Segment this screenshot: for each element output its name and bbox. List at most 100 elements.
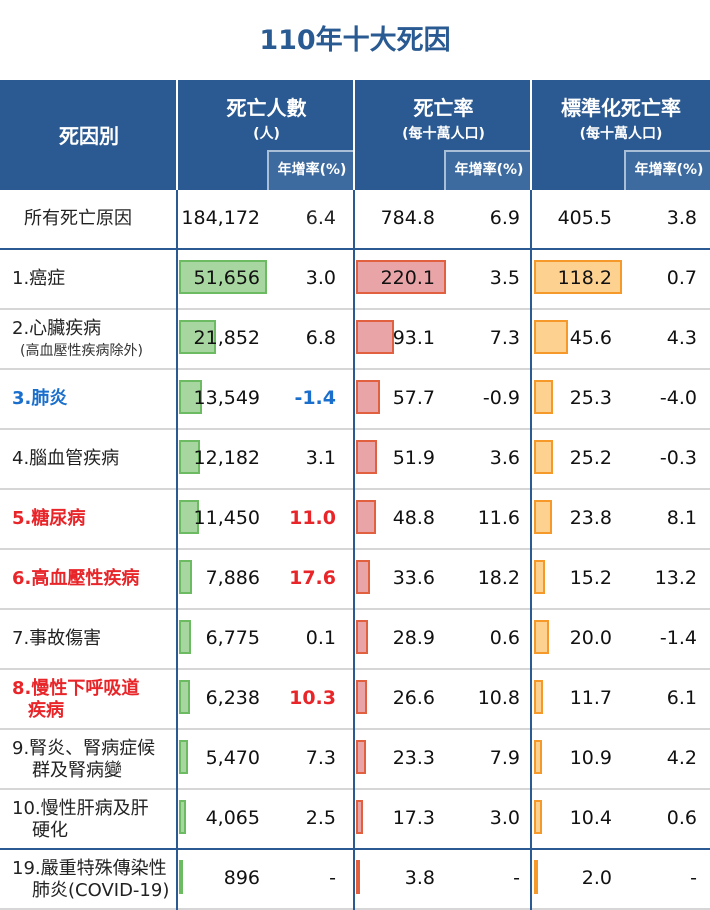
std-rate-bar — [534, 260, 622, 294]
std-rate-bar — [534, 800, 542, 834]
deaths-value: 896 — [223, 867, 260, 889]
column-divider — [176, 190, 178, 910]
rate-g-value: - — [513, 867, 520, 889]
std-value: 25.2 — [569, 447, 612, 469]
cause-label-line: 5.糖尿病 — [12, 508, 86, 529]
rate-value: 33.6 — [392, 567, 435, 589]
cause-label-line: 6.高血壓性疾病 — [12, 568, 140, 589]
header-cause: 死因別 — [0, 80, 178, 190]
std-value: 10.9 — [569, 747, 612, 769]
rate-bar — [356, 800, 364, 834]
deaths-g-value: 11.0 — [289, 507, 336, 529]
std-g-value: 4.2 — [666, 747, 697, 769]
std-value: 2.0 — [581, 867, 612, 889]
rate-value: 220.1 — [380, 267, 435, 289]
rate-g-value: -0.9 — [482, 387, 520, 409]
rate-g-value: 0.6 — [489, 627, 520, 649]
rate-value: 26.6 — [392, 687, 435, 709]
deaths-g-value: - — [329, 867, 336, 889]
deaths-bar — [179, 500, 199, 534]
cause-label: 19.嚴重特殊傳染性 肺炎(COVID-19) — [12, 858, 169, 902]
cause-label: 5.糖尿病 — [12, 508, 85, 530]
cause-label: 8.慢性下呼吸道 疾病 — [12, 678, 139, 722]
table-row: 9.腎炎、腎病症候 群及腎病變 5,470 7.3 23.3 7.9 10.9 4.2 — [0, 730, 710, 790]
header-rate: 死亡率 (每十萬人口) 年增率(%) — [353, 80, 532, 190]
deaths-bar — [179, 740, 189, 774]
cause-label: 10.慢性肝病及肝 硬化 — [12, 798, 149, 842]
deaths-value: 6,238 — [205, 687, 260, 709]
rate-g-value: 3.5 — [489, 267, 520, 289]
deaths-g-value: 2.5 — [305, 807, 336, 829]
rate-value: 23.3 — [392, 747, 435, 769]
rate-g-value: 18.2 — [477, 567, 520, 589]
std-g-value: - — [690, 867, 697, 889]
cause-label: 1.癌症 — [12, 268, 65, 290]
rate-bar — [356, 860, 360, 894]
deaths-g-value: 3.0 — [305, 267, 336, 289]
table-row: 4.腦血管疾病 12,182 3.1 51.9 3.6 25.2 -0.3 — [0, 430, 710, 490]
std-rate-bar — [534, 860, 538, 894]
table-row: 2.心臟疾病 (高血壓性疾病除外) 21,852 6.8 93.1 7.3 45.6 4.3 — [0, 310, 710, 370]
deaths-bar — [179, 560, 193, 594]
std-g-value: 0.6 — [666, 807, 697, 829]
deaths-g-value: 10.3 — [289, 687, 336, 709]
cause-label-line: 疾病 — [28, 700, 64, 721]
deaths-value: 13,549 — [193, 387, 260, 409]
deaths-bar — [179, 440, 200, 474]
cause-label: 7.事故傷害 — [12, 628, 101, 650]
cause-label: 6.高血壓性疾病 — [12, 568, 139, 590]
rate-bar — [356, 740, 366, 774]
deaths-bar — [179, 260, 267, 294]
std-rate-bar — [534, 560, 546, 594]
deaths-value: 184,172 — [181, 207, 260, 229]
header-rate-unit: (每十萬人口) — [402, 126, 485, 142]
rate-bar — [356, 320, 395, 354]
std-rate-bar — [534, 620, 549, 654]
std-rate-bar — [534, 740, 543, 774]
rate-bar — [356, 620, 368, 654]
deaths-g-value: 3.1 — [305, 447, 336, 469]
cause-label-line: 所有死亡原因 — [24, 208, 132, 229]
cause-label: 3.肺炎 — [12, 388, 67, 410]
cause-label-line: 19.嚴重特殊傳染性 — [12, 858, 167, 879]
std-g-value: 6.1 — [666, 687, 697, 709]
header-deaths-unit: (人) — [253, 126, 280, 142]
table-row: 19.嚴重特殊傳染性 肺炎(COVID-19) 896 - 3.8 - 2.0 - — [0, 850, 710, 910]
deaths-bar — [179, 800, 186, 834]
rate-g-value: 7.3 — [489, 327, 520, 349]
cause-label: 9.腎炎、腎病症候 群及腎病變 — [12, 738, 155, 782]
cause-label-line: 2.心臟疾病 — [12, 318, 102, 339]
rate-value: 17.3 — [392, 807, 435, 829]
rate-value: 93.1 — [392, 327, 435, 349]
rate-g-value: 3.6 — [489, 447, 520, 469]
rate-g-value: 7.9 — [489, 747, 520, 769]
rate-g-value: 10.8 — [477, 687, 520, 709]
cause-label-line: 3.肺炎 — [12, 388, 68, 409]
std-g-value: -0.3 — [659, 447, 697, 469]
std-g-value: 13.2 — [654, 567, 697, 589]
table-row: 所有死亡原因 184,172 6.4 784.8 6.9 405.5 3.8 — [0, 190, 710, 250]
cause-label-line: 肺炎(COVID-19) — [32, 880, 170, 901]
table-row: 3.肺炎 13,549 -1.4 57.7 -0.9 25.3 -4.0 — [0, 370, 710, 430]
table-row: 6.高血壓性疾病 7,886 17.6 33.6 18.2 15.2 13.2 — [0, 550, 710, 610]
header-deaths-label: 死亡人數 — [226, 96, 307, 120]
header-std-growth: 年增率(%) — [624, 150, 710, 190]
rate-value: 784.8 — [380, 207, 435, 229]
deaths-bar — [179, 860, 183, 894]
header-deaths: 死亡人數 (人) 年增率(%) — [176, 80, 355, 190]
deaths-g-value: 0.1 — [305, 627, 336, 649]
deaths-bar — [179, 320, 217, 354]
deaths-g-value: 6.4 — [305, 207, 336, 229]
rate-bar — [356, 500, 376, 534]
deaths-bar — [179, 680, 190, 714]
std-value: 25.3 — [569, 387, 612, 409]
table-row: 10.慢性肝病及肝 硬化 4,065 2.5 17.3 3.0 10.4 0.6 — [0, 790, 710, 850]
cause-label-line: 4.腦血管疾病 — [12, 448, 120, 469]
std-value: 405.5 — [557, 207, 612, 229]
rate-value: 48.8 — [392, 507, 435, 529]
std-g-value: 8.1 — [666, 507, 697, 529]
cause-label-line: 1.癌症 — [12, 268, 66, 289]
deaths-value: 21,852 — [193, 327, 260, 349]
cause-label: 所有死亡原因 — [24, 208, 132, 230]
cause-label-line: 8.慢性下呼吸道 — [12, 678, 140, 699]
